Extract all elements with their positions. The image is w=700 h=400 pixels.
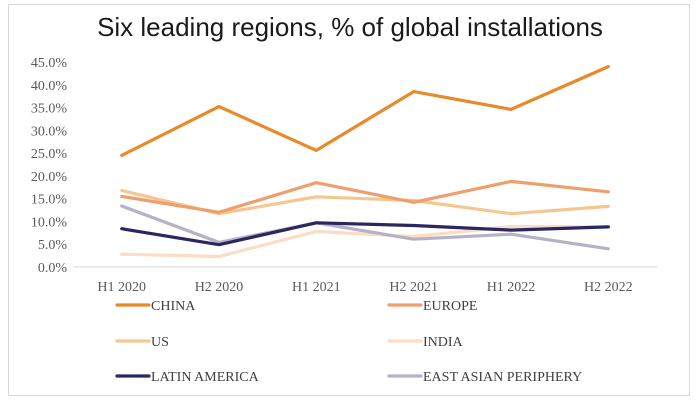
legend-item: EUROPE: [387, 299, 477, 314]
legend-label: EUROPE: [423, 299, 477, 314]
legend-item: EAST ASIAN PERIPHERY: [387, 370, 582, 385]
y-tick-label: 45.0%: [31, 56, 68, 71]
x-tick-label: H2 2020: [195, 280, 244, 295]
x-tick-label: H2 2022: [584, 280, 633, 295]
legend-label: CHINA: [151, 299, 196, 314]
y-tick-label: 5.0%: [38, 238, 68, 253]
legend-label: US: [151, 335, 169, 350]
series-line-india: [120, 224, 610, 259]
x-tick-label: H1 2021: [292, 280, 341, 295]
y-tick-label: 35.0%: [31, 102, 68, 117]
y-tick-label: 15.0%: [31, 193, 68, 208]
legend-item: US: [115, 335, 169, 350]
x-tick-label: H1 2020: [97, 280, 146, 295]
y-tick-label: 0.0%: [38, 261, 68, 276]
legend-item: LATIN AMERICA: [115, 370, 260, 385]
series-line-east-asian-periphery: [120, 204, 610, 251]
series-line-latin-america: [120, 221, 610, 247]
legend-label: INDIA: [423, 335, 464, 350]
y-tick-label: 25.0%: [31, 147, 68, 162]
series-layer: [120, 64, 610, 259]
chart-title: Six leading regions, % of global install…: [97, 12, 603, 42]
legend-item: INDIA: [387, 335, 464, 350]
line-chart: Six leading regions, % of global install…: [31, 12, 657, 385]
y-tick-label: 40.0%: [31, 79, 68, 94]
series-line-china: [120, 64, 610, 157]
legend: CHINA EUROPE US INDIA LATIN AMERICA EAST ASIA…: [115, 299, 582, 385]
y-tick-label: 10.0%: [31, 215, 68, 230]
x-tick-label: H1 2022: [487, 280, 536, 295]
legend-label: EAST ASIAN PERIPHERY: [423, 370, 582, 385]
chart-frame: Six leading regions, % of global install…: [8, 4, 690, 396]
x-tick-label: H2 2021: [389, 280, 438, 295]
y-tick-label: 30.0%: [31, 124, 68, 139]
axes: 0.0% 5.0% 10.0% 15.0% 20.0% 25.0% 30.0% 35.0% 40…: [31, 56, 657, 295]
y-tick-label: 20.0%: [31, 170, 68, 185]
series-line-europe: [120, 179, 610, 214]
legend-item: CHINA: [115, 299, 196, 314]
legend-label: LATIN AMERICA: [151, 370, 260, 385]
